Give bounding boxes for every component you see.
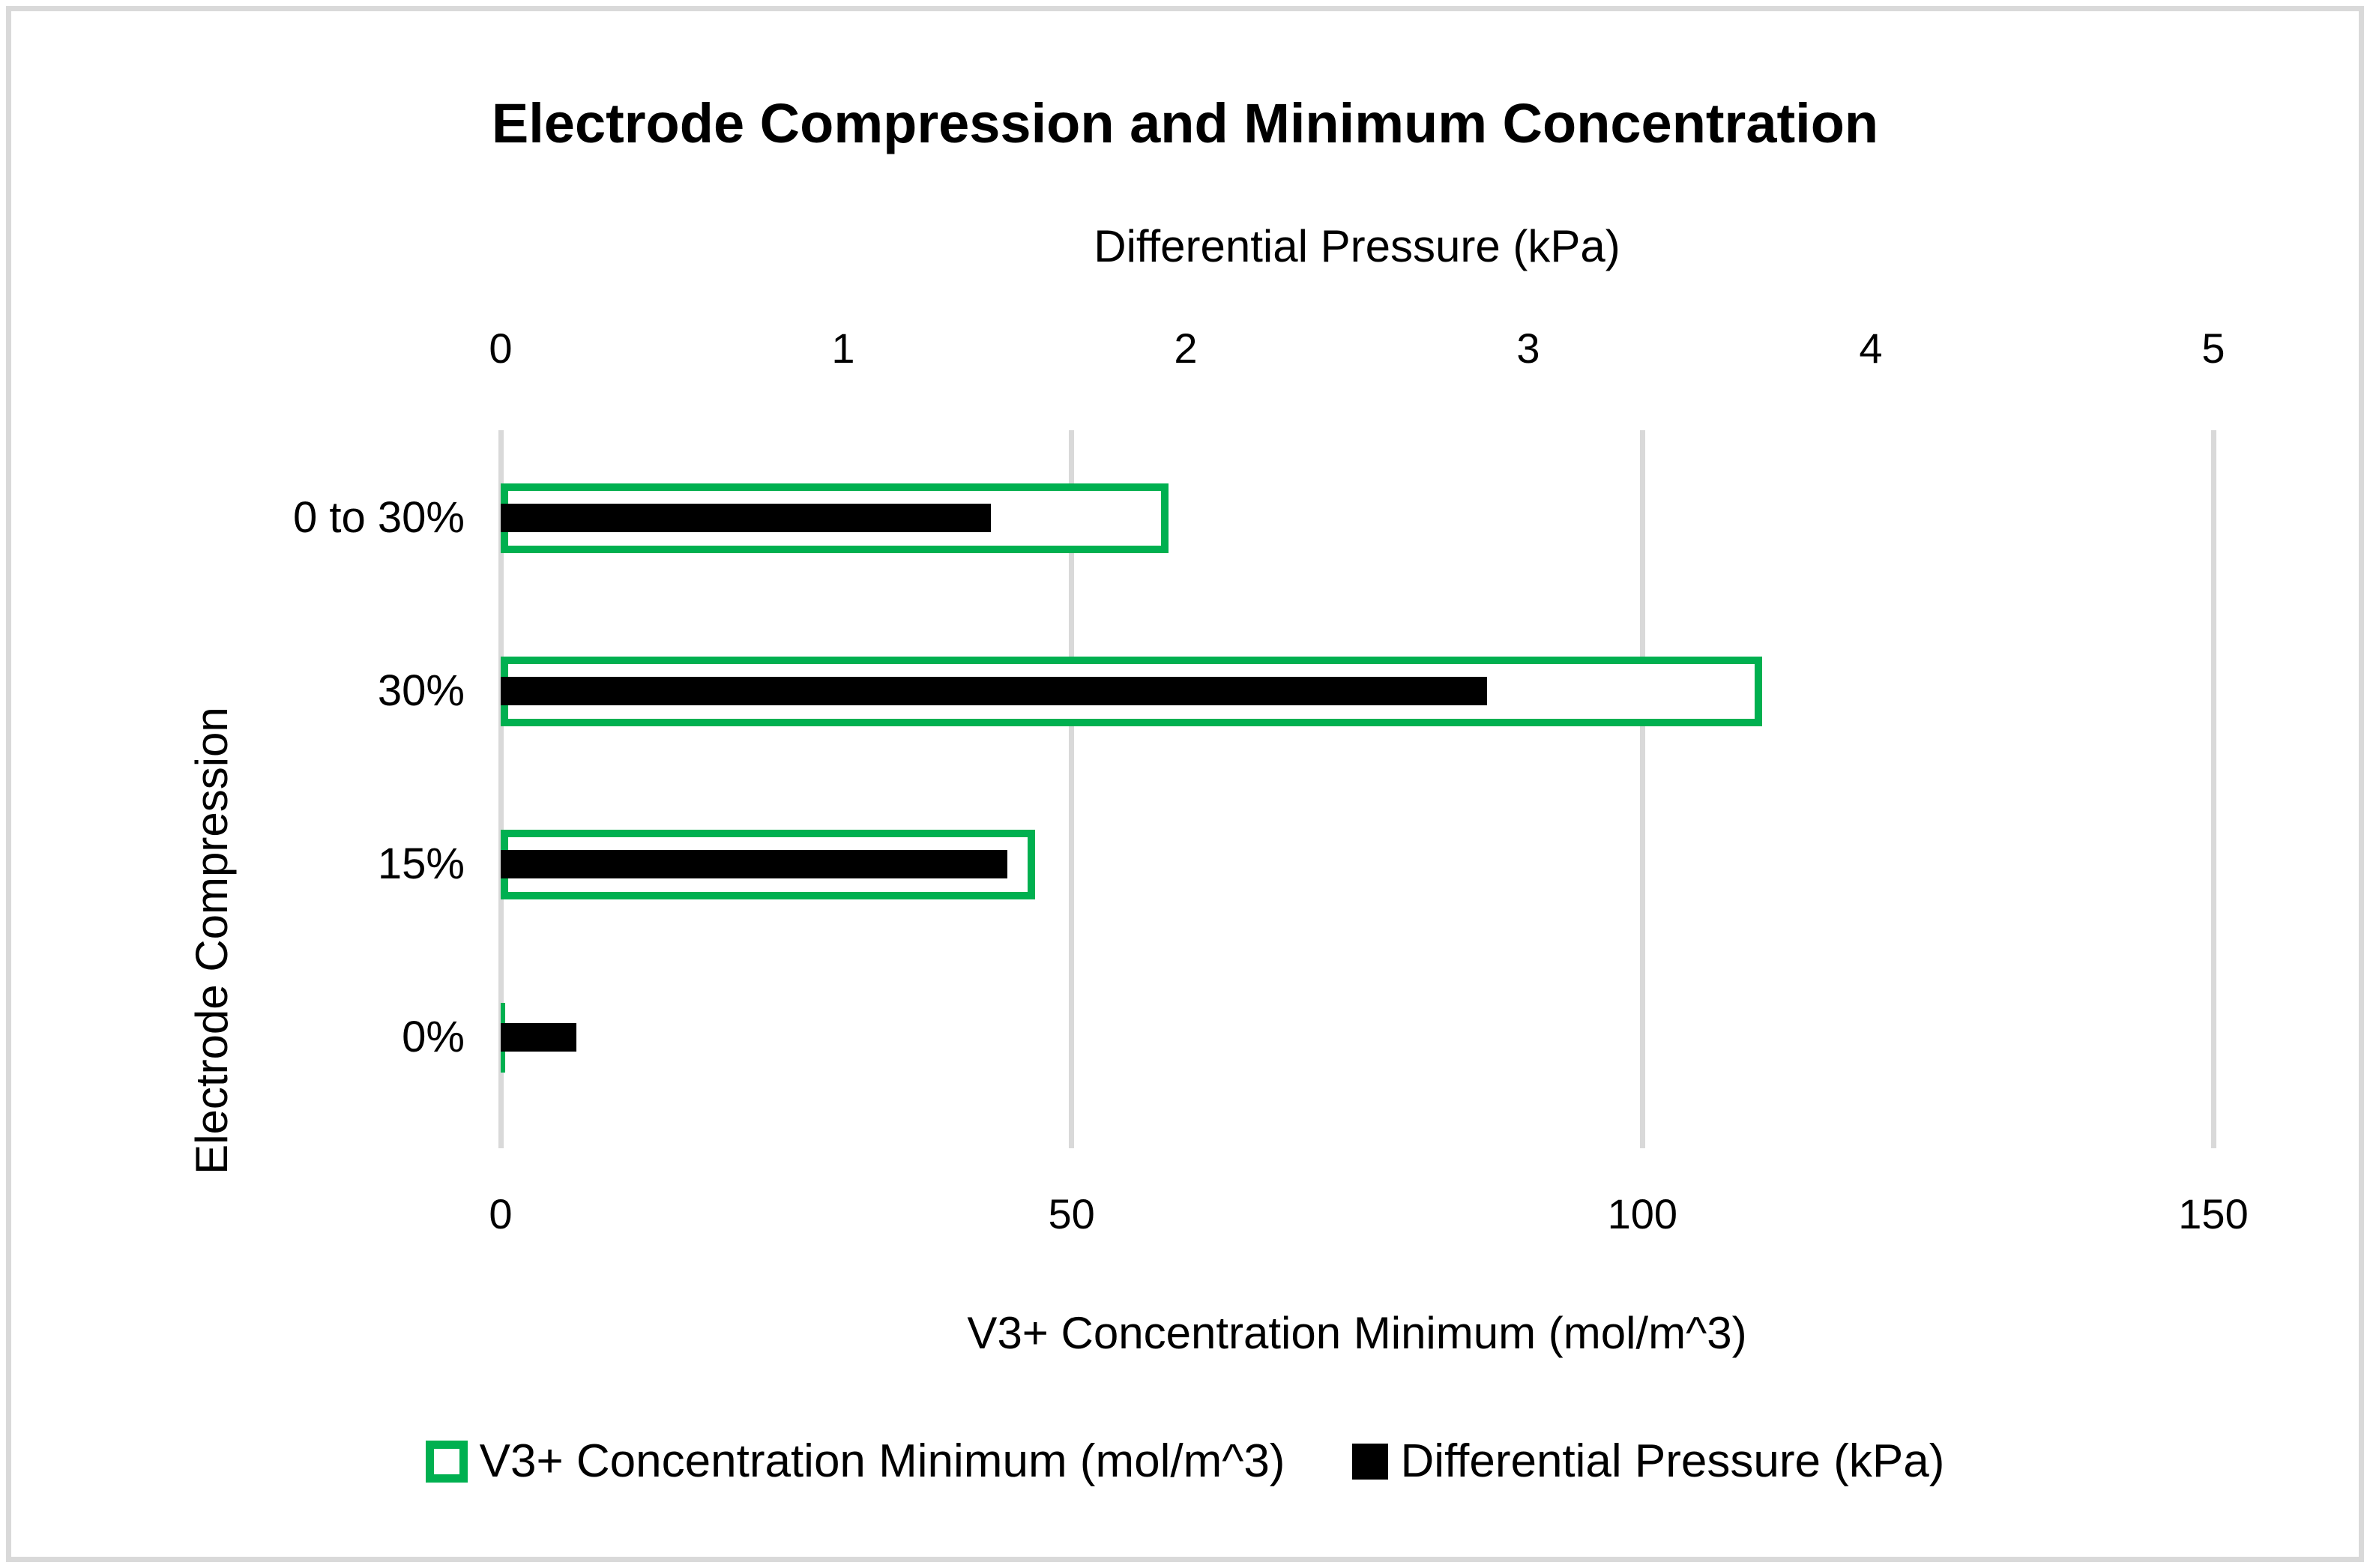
top-axis-tick-label: 5: [2201, 325, 2225, 372]
bar-pressure: [501, 850, 1008, 878]
y-axis-title: Electrode Compression: [187, 707, 237, 1175]
gridline: [2210, 430, 2216, 1148]
bottom-axis-title: V3+ Concentration Minimum (mol/m^3): [967, 1308, 1747, 1358]
bottom-axis-tick-label: 100: [1607, 1190, 1678, 1237]
legend-label-pressure: Differential Pressure (kPa): [1400, 1435, 1945, 1487]
legend: V3+ Concentration Minimum (mol/m^3) Diff…: [0, 1424, 2370, 1499]
gridline: [1639, 430, 1645, 1148]
category-label: 0 to 30%: [293, 493, 465, 542]
bar-pressure: [501, 504, 991, 532]
bottom-axis-tick-label: 150: [2178, 1190, 2249, 1237]
top-axis-tick-label: 3: [1516, 325, 1540, 372]
legend-label-concentration: V3+ Concentration Minimum (mol/m^3): [479, 1435, 1285, 1487]
legend-item-concentration: V3+ Concentration Minimum (mol/m^3): [425, 1435, 1285, 1487]
bottom-axis-tick-label: 0: [489, 1190, 513, 1237]
category-label: 30%: [377, 666, 465, 715]
bottom-axis-tick-label: 50: [1048, 1190, 1095, 1237]
top-axis-tick-label: 2: [1174, 325, 1198, 372]
pressure-series-swatch-icon: [1352, 1444, 1389, 1480]
top-axis-tick-label: 4: [1859, 325, 1883, 372]
top-axis-tick-label: 1: [831, 325, 855, 372]
bar-pressure: [501, 677, 1488, 705]
bar-pressure: [501, 1023, 576, 1052]
gridline: [498, 430, 504, 1148]
category-label: 0%: [402, 1013, 465, 1061]
gridline: [1069, 430, 1075, 1148]
category-label: 15%: [377, 839, 465, 888]
chart-title: Electrode Compression and Minimum Concen…: [491, 92, 1879, 154]
concentration-series-swatch-icon: [425, 1441, 468, 1483]
legend-item-pressure: Differential Pressure (kPa): [1352, 1438, 1944, 1485]
top-axis-tick-label: 0: [489, 325, 513, 372]
top-axis-title: Differential Pressure (kPa): [1094, 221, 1620, 271]
